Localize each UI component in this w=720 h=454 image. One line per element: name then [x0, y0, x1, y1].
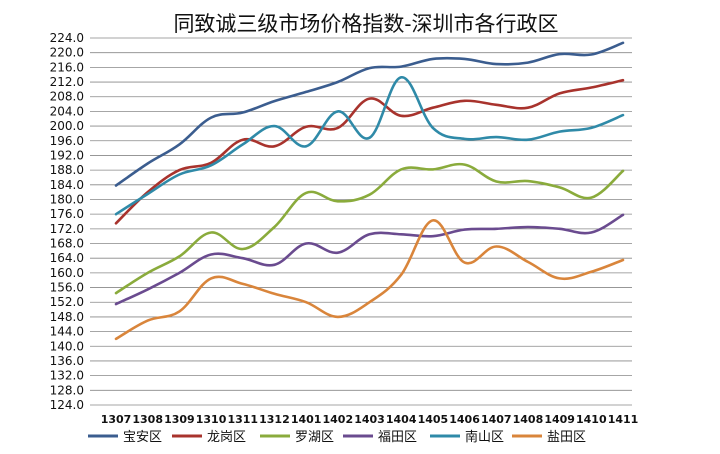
- series-lines: [114, 41, 625, 341]
- series-line-5: [114, 219, 625, 341]
- legend-label: 福田区: [378, 430, 417, 445]
- y-tick-label: 180.0: [50, 192, 84, 206]
- x-tick-label: 1311: [227, 413, 258, 426]
- y-tick-label: 132.0: [50, 369, 84, 383]
- series-line-0: [114, 41, 625, 187]
- y-tick-label: 208.0: [50, 90, 84, 104]
- gridlines: [90, 37, 632, 406]
- y-tick-label: 140.0: [50, 339, 84, 353]
- series-line-2: [114, 162, 625, 295]
- legend: 宝安区 龙岗区 罗湖区 福田区 南山区 盐田区: [88, 429, 586, 445]
- y-tick-label: 216.0: [50, 60, 84, 74]
- x-tick-label: 1312: [259, 413, 290, 426]
- legend-label: 南山区: [465, 429, 504, 445]
- chart-title: 同致诚三级市场价格指数-深圳市各行政区: [173, 12, 558, 36]
- legend-label: 龙岗区: [207, 430, 246, 445]
- x-tick-label: 1403: [354, 413, 385, 426]
- x-tick-label: 1408: [513, 413, 544, 426]
- y-tick-label: 144.0: [50, 325, 84, 339]
- x-tick-label: 1407: [481, 413, 512, 426]
- y-tick-label: 212.0: [50, 75, 84, 89]
- y-tick-label: 128.0: [50, 383, 84, 397]
- x-tick-label: 1309: [164, 413, 195, 426]
- y-tick-label: 160.0: [50, 266, 84, 280]
- y-tick-label: 156.0: [50, 281, 84, 295]
- y-tick-label: 200.0: [50, 119, 84, 133]
- y-tick-label: 192.0: [50, 148, 84, 162]
- y-tick-label: 184.0: [50, 178, 84, 192]
- x-tick-label: 1307: [101, 413, 132, 426]
- y-tick-label: 124.0: [50, 398, 84, 412]
- y-tick-label: 152.0: [50, 295, 84, 309]
- y-tick-label: 176.0: [50, 207, 84, 221]
- y-tick-label: 220.0: [50, 46, 84, 60]
- x-tick-label: 1405: [418, 413, 449, 426]
- x-tick-label: 1411: [608, 413, 639, 426]
- legend-label: 盐田区: [547, 430, 586, 445]
- x-tick-label: 1409: [544, 413, 575, 426]
- x-tick-label: 1308: [132, 413, 163, 426]
- x-tick-label: 1402: [323, 413, 354, 426]
- series-line-4: [114, 76, 625, 216]
- y-tick-label: 172.0: [50, 222, 84, 236]
- series-line-3: [114, 213, 625, 306]
- series-line-1: [114, 78, 625, 225]
- y-axis-ticks: 124.0128.0132.0136.0140.0144.0148.0152.0…: [50, 31, 84, 412]
- x-tick-label: 1406: [449, 413, 480, 426]
- x-tick-label: 1404: [386, 413, 417, 426]
- legend-label: 罗湖区: [295, 430, 334, 445]
- y-tick-label: 204.0: [50, 104, 84, 118]
- y-tick-label: 224.0: [50, 31, 84, 45]
- x-tick-label: 1410: [576, 413, 607, 426]
- y-tick-label: 148.0: [50, 310, 84, 324]
- y-tick-label: 164.0: [50, 251, 84, 265]
- x-axis-ticks: 1307 1308 1309 1310 1311 1312 1401 1402 1403 1404…: [101, 413, 639, 426]
- legend-label: 宝安区: [123, 430, 162, 445]
- y-tick-label: 136.0: [50, 354, 84, 368]
- y-tick-label: 196.0: [50, 134, 84, 148]
- y-tick-label: 168.0: [50, 237, 84, 251]
- x-tick-label: 1310: [196, 413, 227, 426]
- y-tick-label: 188.0: [50, 163, 84, 177]
- x-tick-label: 1401: [291, 413, 322, 426]
